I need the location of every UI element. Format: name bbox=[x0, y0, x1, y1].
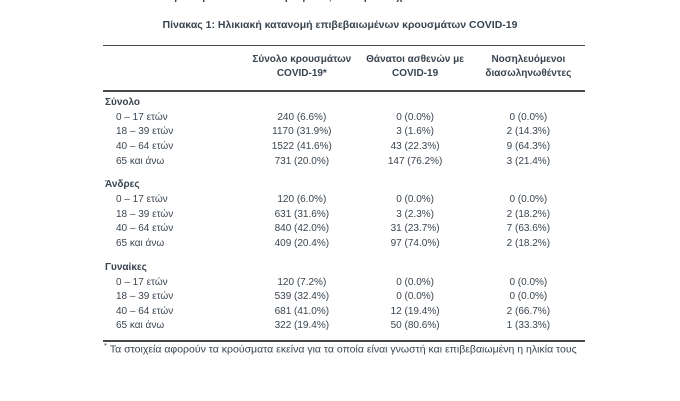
section-header-label: Άνδρες bbox=[105, 179, 140, 191]
table-row: 0 – 17 ετών 120 (7.2%) 0 (0.0%) 0 (0.0%) bbox=[103, 275, 585, 290]
age-group-label: 0 – 17 ετών bbox=[116, 276, 168, 288]
section-header-label: Σύνολο bbox=[105, 97, 141, 108]
cases-value: 322 (19.4%) bbox=[274, 320, 330, 332]
age-group-label: 0 – 17 ετών bbox=[116, 194, 168, 206]
intubated-value: 0 (0.0%) bbox=[509, 194, 548, 206]
cases-value: 120 (6.0%) bbox=[277, 194, 327, 206]
deaths-value: 50 (80.6%) bbox=[390, 320, 440, 332]
col-header-age bbox=[103, 53, 245, 81]
intubated-value: 9 (64.3%) bbox=[506, 140, 551, 152]
col-header-intubated: Νοσηλευόμενοι διασωληνωθέντες bbox=[472, 53, 585, 81]
age-distribution-table: Σύνολο κρουσμάτων COVID-19* Θάνατοι ασθε… bbox=[103, 45, 585, 343]
deaths-value: 147 (76.2%) bbox=[387, 155, 443, 167]
intubated-value: 2 (18.2%) bbox=[506, 208, 551, 220]
deaths-value: 3 (2.3%) bbox=[396, 208, 434, 220]
age-group-label: 65 και άνω bbox=[116, 155, 165, 167]
deaths-value: 12 (19.4%) bbox=[390, 305, 440, 317]
col-header-deaths-line2: COVID-19 bbox=[392, 68, 439, 79]
footnote-marker: * bbox=[104, 341, 107, 350]
age-group-label: 40 – 64 ετών bbox=[116, 140, 174, 152]
intubated-value: 0 (0.0%) bbox=[509, 276, 548, 288]
table-row: 0 – 17 ετών 240 (6.6%) 0 (0.0%) 0 (0.0%) bbox=[103, 110, 585, 125]
intubated-value: 0 (0.0%) bbox=[509, 111, 548, 123]
table-row: 40 – 64 ετών 681 (41.0%) 12 (19.4%) 2 (66.7… bbox=[103, 304, 585, 319]
col-header-deaths-line1: Θάνατοι ασθενών με bbox=[366, 54, 464, 65]
cases-value: 631 (31.6%) bbox=[274, 208, 330, 220]
intubated-value: 1 (33.3%) bbox=[506, 320, 551, 332]
col-header-intubated-line1: Νοσηλευόμενοι bbox=[491, 54, 566, 65]
intubated-value: 2 (14.3%) bbox=[506, 126, 551, 138]
table-row: 18 – 39 ετών 539 (32.4%) 0 (0.0%) 0 (0.0%) bbox=[103, 289, 585, 304]
table-title: Πίνακας 1: Ηλικιακή κατανομή επιβεβαιωμέ… bbox=[162, 19, 518, 31]
table-row: 65 και άνω 322 (19.4%) 50 (80.6%) 1 (33.3%) bbox=[103, 319, 585, 334]
cases-value: 120 (7.2%) bbox=[277, 276, 327, 288]
clipped-paragraph: που νοσηλεύτηκαν και διασωληνωμένοι, ότα… bbox=[128, 0, 428, 4]
col-header-intubated-line2: διασωληνωθέντες bbox=[485, 68, 572, 79]
deaths-value: 0 (0.0%) bbox=[396, 276, 434, 288]
cases-value: 409 (20.4%) bbox=[274, 237, 330, 249]
cases-value: 240 (6.6%) bbox=[277, 111, 327, 123]
deaths-value: 0 (0.0%) bbox=[396, 111, 434, 123]
table-row: 65 και άνω 731 (20.0%) 147 (76.2%) 3 (21.4%… bbox=[103, 154, 585, 169]
intubated-value: 3 (21.4%) bbox=[506, 155, 551, 167]
col-header-total-cases: Σύνολο κρουσμάτων COVID-19* bbox=[245, 53, 358, 81]
section-header-label: Γυναίκες bbox=[105, 261, 147, 273]
section-header-row: Άνδρες bbox=[103, 177, 585, 192]
age-group-label: 18 – 39 ετών bbox=[116, 126, 174, 138]
col-header-total-cases-line2: COVID-19* bbox=[276, 68, 327, 79]
cases-value: 731 (20.0%) bbox=[274, 155, 330, 167]
deaths-value: 43 (22.3%) bbox=[390, 140, 440, 152]
deaths-value: 31 (23.7%) bbox=[390, 223, 440, 235]
clipped-paragraph-text: που νοσηλεύτηκαν και διασωληνωμένοι, ότα… bbox=[128, 0, 428, 3]
age-group-label: 40 – 64 ετών bbox=[116, 223, 174, 235]
cases-value: 539 (32.4%) bbox=[274, 291, 330, 303]
deaths-value: 3 (1.6%) bbox=[396, 126, 434, 138]
deaths-value: 0 (0.0%) bbox=[396, 194, 434, 206]
cases-value: 681 (41.0%) bbox=[274, 305, 330, 317]
deaths-value: 97 (74.0%) bbox=[390, 237, 440, 249]
table-row: 40 – 64 ετών 840 (42.0%) 31 (23.7%) 7 (63.6… bbox=[103, 222, 585, 237]
cases-value: 840 (42.0%) bbox=[274, 223, 330, 235]
intubated-value: 0 (0.0%) bbox=[509, 291, 548, 303]
table-header-row: Σύνολο κρουσμάτων COVID-19* Θάνατοι ασθε… bbox=[103, 46, 585, 92]
table-body: Σύνολο 0 – 17 ετών 240 (6.6%) 0 (0.0%) 0 (0.… bbox=[103, 92, 585, 340]
age-group-label: 18 – 39 ετών bbox=[116, 208, 174, 220]
intubated-value: 2 (18.2%) bbox=[506, 237, 551, 249]
col-header-total-cases-line1: Σύνολο κρουσμάτων bbox=[252, 54, 352, 65]
cases-value: 1170 (31.9%) bbox=[272, 126, 332, 138]
table-row: 18 – 39 ετών 1170 (31.9%) 3 (1.6%) 2 (14.3%… bbox=[103, 125, 585, 140]
table-row: 18 – 39 ετών 631 (31.6%) 3 (2.3%) 2 (18.2%) bbox=[103, 207, 585, 222]
cases-value: 1522 (41.6%) bbox=[271, 140, 332, 152]
table-row: 0 – 17 ετών 120 (6.0%) 0 (0.0%) 0 (0.0%) bbox=[103, 192, 585, 207]
section-header-row: Γυναίκες bbox=[103, 260, 585, 275]
col-header-deaths: Θάνατοι ασθενών με COVID-19 bbox=[358, 53, 471, 81]
age-group-label: 40 – 64 ετών bbox=[116, 305, 174, 317]
footnote-text: Τα στοιχεία αφορούν τα κρούσματα εκείνα … bbox=[109, 343, 577, 356]
deaths-value: 0 (0.0%) bbox=[396, 291, 434, 303]
age-group-label: 0 – 17 ετών bbox=[116, 111, 168, 123]
intubated-value: 2 (66.7%) bbox=[506, 305, 551, 317]
table-row: 40 – 64 ετών 1522 (41.6%) 43 (22.3%) 9 (64.… bbox=[103, 139, 585, 154]
age-group-label: 18 – 39 ετών bbox=[116, 291, 174, 303]
age-group-label: 65 και άνω bbox=[116, 320, 165, 332]
age-group-label: 65 και άνω bbox=[116, 237, 165, 249]
table-row: 65 και άνω 409 (20.4%) 97 (74.0%) 2 (18.2%) bbox=[103, 236, 585, 251]
intubated-value: 7 (63.6%) bbox=[506, 223, 551, 235]
section-header-row: Σύνολο bbox=[103, 95, 585, 110]
footnote: * Τα στοιχεία αφορούν τα κρούσματα εκείνα… bbox=[104, 341, 577, 356]
